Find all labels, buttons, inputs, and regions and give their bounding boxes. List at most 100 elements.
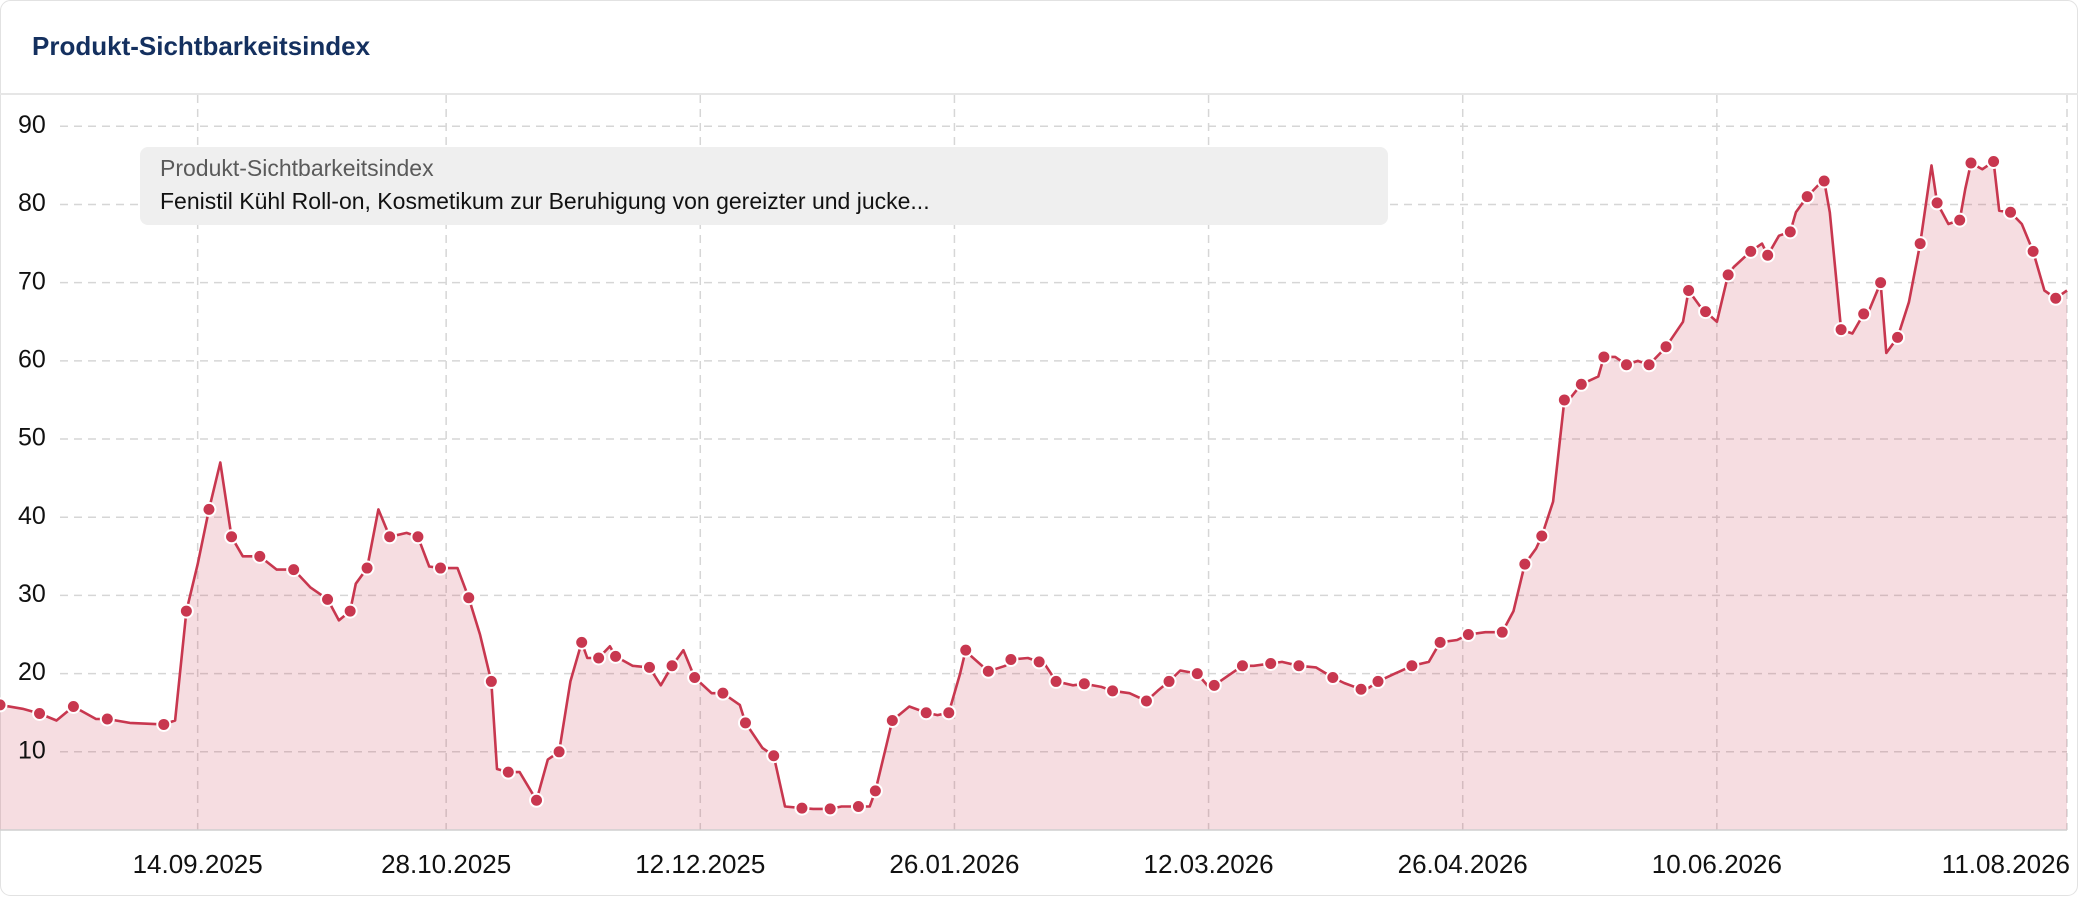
- x-tick-label: 26.04.2026: [1398, 849, 1528, 879]
- data-point: [1833, 322, 1849, 338]
- data-point: [551, 744, 567, 760]
- data-point: [1460, 627, 1476, 643]
- data-point: [224, 529, 240, 545]
- x-tick-label: 12.12.2025: [635, 849, 765, 879]
- data-point: [608, 648, 624, 664]
- plot-area: [0, 153, 2068, 830]
- y-tick-label: 10: [18, 736, 46, 764]
- data-point: [2048, 290, 2064, 306]
- series-area: [0, 161, 2067, 830]
- grid: [60, 95, 2068, 830]
- data-point: [1031, 654, 1047, 670]
- data-point: [529, 792, 545, 808]
- y-tick-label: 90: [18, 111, 46, 139]
- data-point: [822, 801, 838, 817]
- data-point: [850, 799, 866, 815]
- data-point: [65, 698, 81, 714]
- data-point: [1189, 666, 1205, 682]
- y-tick-label: 50: [18, 424, 46, 452]
- data-point: [1234, 658, 1250, 674]
- data-point: [1929, 195, 1945, 211]
- data-point: [884, 713, 900, 729]
- data-point: [737, 715, 753, 731]
- data-point: [2025, 243, 2041, 259]
- y-tick-label: 60: [18, 345, 46, 373]
- data-point: [1641, 357, 1657, 373]
- card-title: Produkt-Sichtbarkeitsindex: [32, 31, 371, 61]
- data-point: [641, 659, 657, 675]
- data-point: [483, 673, 499, 689]
- data-point: [1556, 392, 1572, 408]
- data-point: [1048, 673, 1064, 689]
- data-point: [32, 705, 48, 721]
- data-point: [1760, 247, 1776, 263]
- data-point: [433, 560, 449, 576]
- data-point: [1517, 556, 1533, 572]
- data-point: [461, 590, 477, 606]
- x-tick-label: 12.03.2026: [1144, 849, 1274, 879]
- legend-box: [140, 147, 1388, 225]
- data-point: [687, 670, 703, 686]
- data-point: [918, 705, 934, 721]
- data-point: [1494, 624, 1510, 640]
- data-point: [1890, 329, 1906, 345]
- axes: 10 20 30 40 50 60 70 80 90 14.09.2025 28.10.2025 12…: [0, 111, 2070, 879]
- data-point: [359, 560, 375, 576]
- y-tick-label: 70: [18, 267, 46, 295]
- data-point: [99, 711, 115, 727]
- x-tick-label: 11.08.2026: [1942, 849, 2070, 879]
- data-point: [574, 634, 590, 650]
- data-point: [1076, 676, 1092, 692]
- data-point: [1291, 658, 1307, 674]
- data-point: [1404, 658, 1420, 674]
- data-point: [766, 748, 782, 764]
- data-point: [941, 705, 957, 721]
- y-tick-label: 80: [18, 189, 46, 217]
- data-point: [1856, 306, 1872, 322]
- data-point: [178, 603, 194, 619]
- data-point: [1596, 349, 1612, 365]
- y-tick-label: 40: [18, 502, 46, 530]
- data-point: [1161, 673, 1177, 689]
- data-point: [867, 783, 883, 799]
- data-point: [201, 501, 217, 517]
- data-point: [1799, 189, 1815, 205]
- data-point: [1263, 655, 1279, 671]
- data-point: [1325, 670, 1341, 686]
- data-point: [382, 529, 398, 545]
- data-point: [1003, 652, 1019, 668]
- data-point: [1573, 376, 1589, 392]
- data-point: [1432, 634, 1448, 650]
- data-point: [1370, 673, 1386, 689]
- data-point: [410, 529, 426, 545]
- legend-title: Produkt-Sichtbarkeitsindex: [160, 155, 434, 181]
- data-point: [664, 658, 680, 674]
- data-point: [1681, 282, 1697, 298]
- data-point: [794, 800, 810, 816]
- data-point: [591, 650, 607, 666]
- data-point: [252, 548, 268, 564]
- data-point: [1105, 683, 1121, 699]
- data-point: [1138, 693, 1154, 709]
- data-point: [1618, 357, 1634, 373]
- data-point: [500, 764, 516, 780]
- data-point: [1912, 236, 1928, 252]
- data-point: [1963, 155, 1979, 171]
- data-point: [1816, 173, 1832, 189]
- x-tick-label: 28.10.2025: [381, 849, 511, 879]
- data-point: [1534, 528, 1550, 544]
- data-point: [320, 591, 336, 607]
- data-point: [0, 697, 8, 713]
- data-point: [1720, 267, 1736, 283]
- data-point: [2003, 204, 2019, 220]
- data-point: [715, 685, 731, 701]
- data-point: [1658, 339, 1674, 355]
- y-tick-label: 30: [18, 580, 46, 608]
- data-point: [980, 663, 996, 679]
- data-point: [342, 603, 358, 619]
- data-point: [1952, 212, 1968, 228]
- data-point: [1353, 681, 1369, 697]
- data-point: [958, 642, 974, 658]
- data-point: [1206, 677, 1222, 693]
